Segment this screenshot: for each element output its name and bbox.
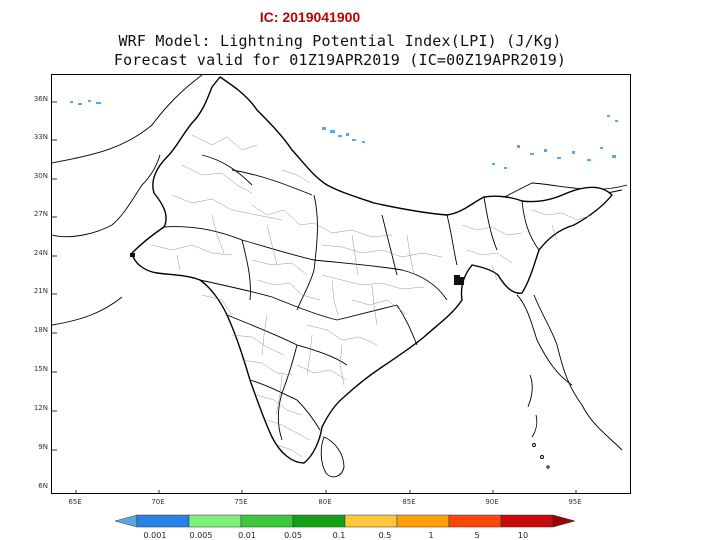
india-outline [131, 76, 613, 464]
lon-tick-label: 90E [485, 498, 499, 506]
colorbar-label: 0.1 [332, 531, 346, 540]
lat-tick-label: 12N [33, 404, 48, 412]
colorbar-label: 10 [517, 531, 529, 540]
colorbar-label: 5 [474, 531, 480, 540]
colorbar-cell [240, 514, 294, 528]
map-title-line1: WRF Model: Lightning Potential Index(LPI… [118, 32, 562, 50]
state-boundaries [163, 154, 540, 441]
andaman-islands [527, 374, 550, 469]
colorbar-cell [552, 514, 575, 528]
colorbar-cells [115, 514, 575, 528]
map-panel [51, 74, 631, 494]
lpi-dark-cluster [130, 253, 464, 285]
colorbar-cell [396, 514, 450, 528]
colorbar-cell [448, 514, 502, 528]
colorbar-cell [188, 514, 242, 528]
colorbar-label: 1 [428, 531, 434, 540]
colorbar-label: 0.5 [378, 531, 392, 540]
lat-tick-label: 27N [33, 210, 48, 218]
colorbar-cell [500, 514, 554, 528]
sri-lanka-outline [320, 436, 345, 478]
lat-tick-label: 21N [33, 287, 48, 295]
colorbar-cell [344, 514, 398, 528]
frame-ticks [52, 101, 577, 493]
lon-tick-label: 65E [68, 498, 82, 506]
initial-condition-label: IC: 2019041900 [259, 9, 361, 25]
colorbar-cell [136, 514, 190, 528]
colorbar-cell [292, 514, 346, 528]
lat-tick-label: 30N [33, 172, 48, 180]
lat-tick-label: 15N [33, 365, 48, 373]
lon-tick-label: 85E [402, 498, 416, 506]
lon-tick-label: 80E [318, 498, 332, 506]
lon-tick-label: 75E [234, 498, 248, 506]
colorbar-label: 0.01 [238, 531, 256, 540]
district-boundaries [151, 134, 593, 458]
lon-tick-label: 70E [151, 498, 165, 506]
colorbar-label: 0.05 [284, 531, 302, 540]
lat-tick-label: 33N [33, 133, 48, 141]
india-map [52, 75, 628, 493]
lat-tick-label: 9N [38, 443, 48, 451]
colorbar-label: 0.005 [189, 531, 213, 540]
lat-tick-label: 6N [38, 482, 48, 490]
lpi-speckles [70, 100, 618, 169]
lpi-colorbar [115, 514, 575, 528]
map-title-line2: Forecast valid for 01Z19APR2019 (IC=00Z1… [113, 51, 567, 69]
lat-tick-label: 18N [33, 326, 48, 334]
lon-tick-label: 95E [568, 498, 582, 506]
colorbar-cell [115, 514, 138, 528]
colorbar-label: 0.001 [143, 531, 167, 540]
lat-tick-label: 24N [33, 249, 48, 257]
lat-tick-label: 36N [33, 95, 48, 103]
